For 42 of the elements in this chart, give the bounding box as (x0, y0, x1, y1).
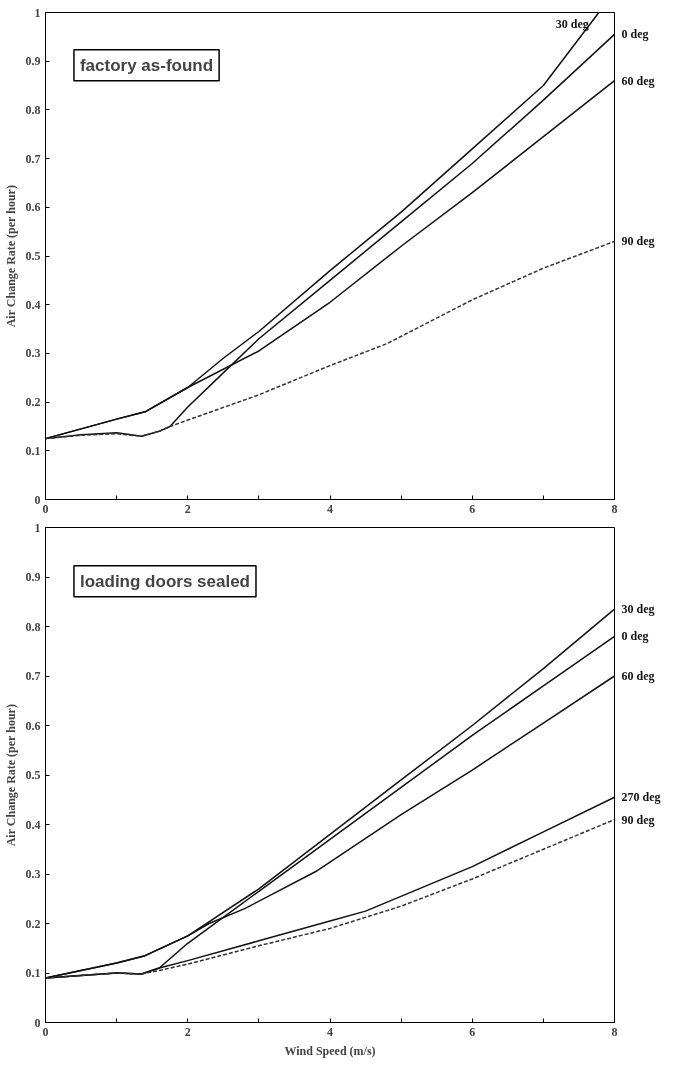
series-label: 60 deg (621, 669, 655, 683)
y-tick-label: 0.3 (25, 346, 41, 361)
y-tick-label: 0.4 (25, 297, 41, 312)
y-tick-label: 0.5 (25, 768, 41, 782)
x-tick-label: 2 (184, 1024, 191, 1039)
series-label: 0 deg (621, 629, 649, 644)
y-tick-label: 1 (34, 5, 41, 20)
x-tick-label: 8 (611, 501, 618, 516)
x-tick-label: 8 (611, 1024, 618, 1039)
x-tick-label: 4 (327, 1024, 333, 1039)
series-label: 270 deg (621, 790, 661, 805)
text: loading doors sealed (79, 571, 250, 591)
y-tick-label: 0.2 (25, 916, 41, 931)
y-tick-label: 0.1 (25, 966, 41, 980)
y-tick-label: 0.8 (25, 102, 41, 117)
y-tick-label: 0.8 (25, 619, 41, 634)
x-tick-label: 6 (469, 501, 476, 516)
series-label: 30 deg (621, 602, 655, 617)
y-tick-label: 0.4 (25, 817, 41, 832)
y-tick-label: 0.6 (25, 718, 41, 733)
x-tick-label: 4 (327, 501, 333, 516)
y-tick-label: 0.3 (25, 867, 41, 881)
x-tick-label: 6 (469, 1024, 476, 1039)
y-tick-label: 0.6 (25, 200, 41, 215)
series-label: 0 deg (621, 27, 649, 42)
series-label: 60 deg (621, 73, 655, 88)
y-tick-label: 0.7 (25, 151, 41, 166)
series-label: 90 deg (621, 812, 655, 827)
y-axis-title: Air Change Rate (per hour) (3, 704, 18, 847)
y-tick-label: 0.9 (25, 54, 41, 69)
x-axis-title: Wind Speed (m/s) (284, 1043, 376, 1058)
y-tick-label: 0.5 (25, 249, 41, 263)
y-tick-label: 0.7 (25, 669, 41, 683)
x-tick-label: 2 (184, 501, 191, 516)
series-label: 30 deg (555, 16, 589, 31)
y-tick-label: 0.1 (25, 443, 41, 458)
y-tick-label: 0.2 (25, 395, 41, 410)
series-label: 90 deg (621, 234, 655, 249)
y-axis-title: Air Change Rate (per hour) (3, 185, 18, 328)
text: factory as-found (79, 55, 214, 75)
y-tick-label: 0.9 (25, 570, 41, 584)
y-tick-label: 1 (34, 520, 41, 535)
